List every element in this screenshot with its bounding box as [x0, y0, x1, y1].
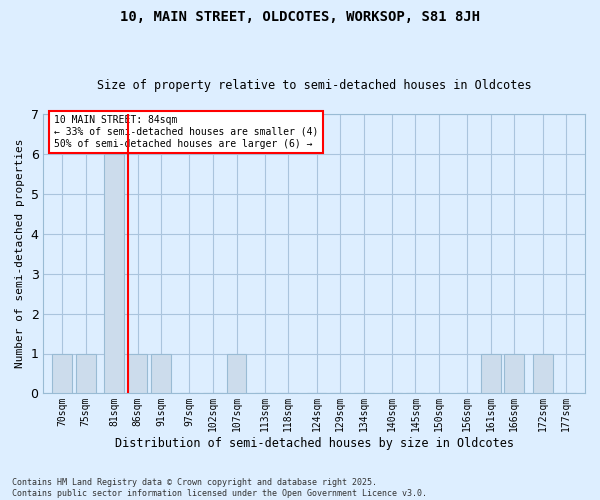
Bar — [76, 354, 95, 394]
Bar — [227, 354, 247, 394]
X-axis label: Distribution of semi-detached houses by size in Oldcotes: Distribution of semi-detached houses by … — [115, 437, 514, 450]
Y-axis label: Number of semi-detached properties: Number of semi-detached properties — [15, 139, 25, 368]
Bar — [52, 354, 72, 394]
Bar — [505, 354, 524, 394]
Bar — [104, 154, 124, 394]
Text: 10, MAIN STREET, OLDCOTES, WORKSOP, S81 8JH: 10, MAIN STREET, OLDCOTES, WORKSOP, S81 … — [120, 10, 480, 24]
Text: Contains HM Land Registry data © Crown copyright and database right 2025.
Contai: Contains HM Land Registry data © Crown c… — [12, 478, 427, 498]
Text: 10 MAIN STREET: 84sqm
← 33% of semi-detached houses are smaller (4)
50% of semi-: 10 MAIN STREET: 84sqm ← 33% of semi-deta… — [54, 116, 319, 148]
Bar — [533, 354, 553, 394]
Title: Size of property relative to semi-detached houses in Oldcotes: Size of property relative to semi-detach… — [97, 79, 532, 92]
Bar — [151, 354, 171, 394]
Bar — [128, 354, 148, 394]
Bar — [481, 354, 501, 394]
